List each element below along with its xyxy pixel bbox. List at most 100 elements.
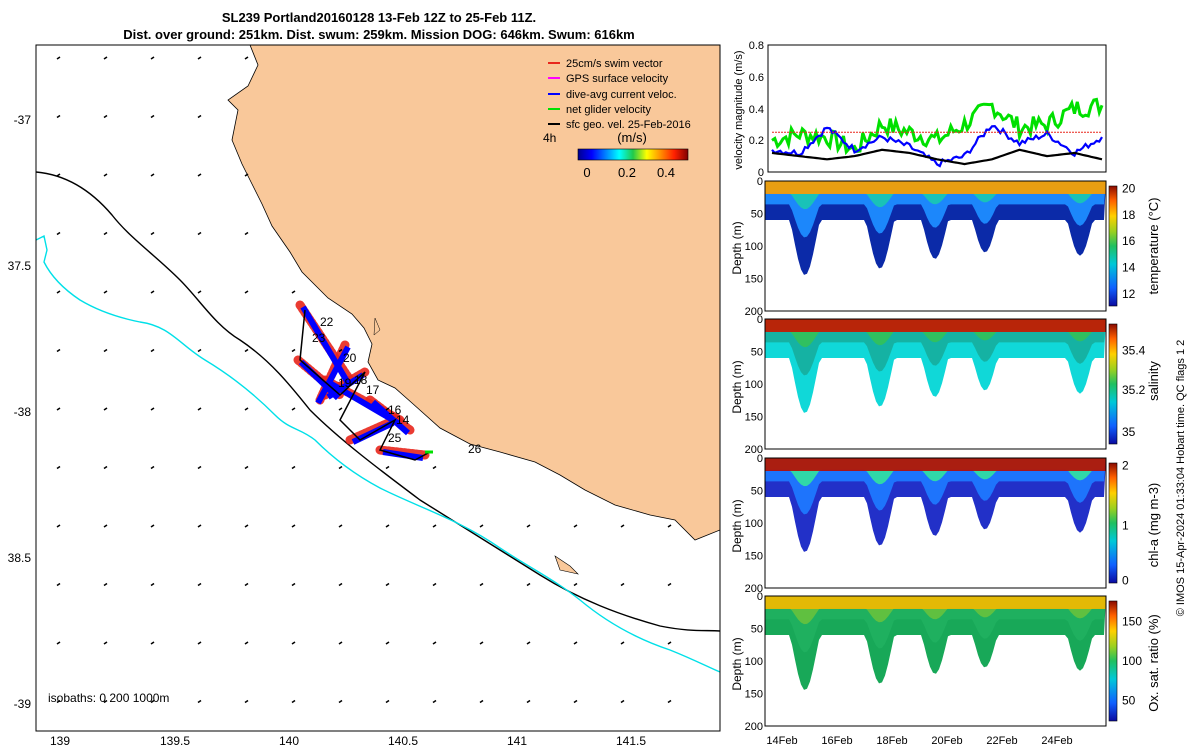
chart-title-line2: Dist. over ground: 251km. Dist. swum: 25… [123,27,635,42]
temp-colorbar-label: temperature (°C) [1146,198,1161,295]
temp-depth-label: Depth (m) [730,221,744,274]
legend-swim-vector: 25cm/s swim vector [566,58,663,70]
geo-velocity-arrow [56,56,61,60]
depth-tick: 0 [757,591,763,603]
legend-dive-avg: dive-avg current veloc. [566,89,677,101]
geo-velocity-arrow [244,173,249,177]
oxygen-colorbar [1108,600,1118,722]
depth-tick: 0 [757,176,763,188]
depth-tick: 150 [745,689,763,701]
geo-velocity-arrow [291,582,296,587]
geo-velocity-arrow [150,582,155,587]
geo-velocity-arrow [197,231,202,236]
depth-tick: 50 [751,486,763,498]
geo-velocity-arrow [103,699,108,704]
velocity-series-sfc-geo-vel-25-feb-2016 [771,148,1103,166]
colorbar-label: (m/s) [617,130,647,145]
colorbar-tick: 35 [1122,425,1136,439]
dive-avg-current-segment [315,345,351,405]
geo-velocity-arrow [150,56,155,60]
depth-tick: 200 [745,583,763,595]
geo-velocity-arrow [432,524,437,528]
geo-velocity-arrow [244,582,249,587]
legend-sfc-geo: sfc geo. vel. 25-Feb-2016 [566,119,691,131]
geo-velocity-arrow [244,699,249,704]
geo-velocity-arrow [385,582,390,587]
geo-velocity-arrow [103,582,108,587]
geo-velocity-arrow [291,465,296,470]
section-mid-layer [765,596,1106,653]
day-label: 18 [354,373,368,387]
geo-velocity-arrow [385,699,390,704]
velocity-series-dive-avg-current-veloc- [771,124,1103,168]
geo-velocity-arrow [150,524,155,528]
depth-tick: 0 [757,453,763,465]
day-label: 26 [468,442,482,456]
geo-velocity-arrow [150,407,155,411]
section-surface-layer [765,319,1106,332]
sfc-geo-velocity-arrows [56,56,672,704]
cbar-tick: 0 [583,165,590,180]
geo-velocity-arrow [573,524,578,528]
section-deep-layer [765,596,1106,690]
depth-tick: 150 [745,551,763,563]
day-label: 14 [396,413,410,427]
geo-velocity-arrow [620,582,625,587]
day-label: 23 [312,331,326,345]
geo-velocity-arrow [56,348,61,353]
x-tick: 18Feb [876,735,907,747]
dive-avg-current-segment [371,399,410,436]
isobaths-note: isobaths: 0 200 1000m [48,691,169,705]
x-tick: 141.5 [616,734,646,748]
geo-velocity-arrow [479,699,484,704]
map-y-axis: -37 37.5 -38 38.5 -39 [8,113,32,711]
geo-velocity-arrow [56,699,61,704]
geo-velocity-arrow [244,56,249,60]
depth-tick: 150 [745,274,763,286]
day-label: 16 [388,403,402,417]
temperature-colorbar [1108,185,1118,307]
geo-velocity-arrow [338,465,343,470]
day-label: 22 [320,315,334,329]
colorbar-tick: 35.2 [1122,383,1146,397]
ox-depth-label: Depth (m) [730,637,744,690]
geo-velocity-arrow [56,465,61,470]
velocity-ylabel: velocity magnitude (m/s) [733,50,745,169]
sal-depth-label: Depth (m) [730,360,744,413]
x-tick: 24Feb [1041,735,1072,747]
chl-colorbar-label: chl-a (mg m-3) [1146,483,1161,568]
geo-velocity-arrow [56,524,61,528]
geo-velocity-arrow [432,465,437,470]
section-deep-layer [765,458,1106,552]
geo-velocity-arrow [291,407,296,411]
geo-velocity-arrow [197,114,202,119]
geo-velocity-arrow [150,114,155,119]
y-tick: 0 [758,167,764,179]
isobath-1000m [36,234,720,673]
geo-velocity-arrow [432,582,437,587]
geo-velocity-arrow [338,699,343,704]
y-tick: 0.6 [749,72,764,84]
x-tick: 140.5 [388,734,418,748]
geo-velocity-arrow [244,524,249,528]
x-tick: 22Feb [986,735,1017,747]
geo-velocity-arrow [56,290,61,294]
geo-velocity-arrow [56,173,61,177]
geo-velocity-arrow [150,699,155,704]
chla-section-panel: 0 50 100 150 200 2 1 0 [745,453,1129,595]
geo-velocity-arrow [103,348,108,353]
geo-velocity-arrow [197,465,202,470]
geo-velocity-arrow [197,348,202,353]
temperature-section-panel: 0 50 100 150 200 20 18 16 14 12 [745,176,1136,318]
x-tick: 140 [279,734,299,748]
geo-velocity-arrow [385,465,390,470]
colorbar-tick: 100 [1122,654,1142,668]
geo-velocity-arrow [103,114,108,119]
geo-velocity-arrow [103,524,108,528]
section-surface-layer [765,596,1106,609]
isobath-200m [36,171,720,632]
geo-velocity-arrow [244,231,249,236]
depth-tick: 200 [745,444,763,456]
geo-velocity-arrow [385,407,390,411]
